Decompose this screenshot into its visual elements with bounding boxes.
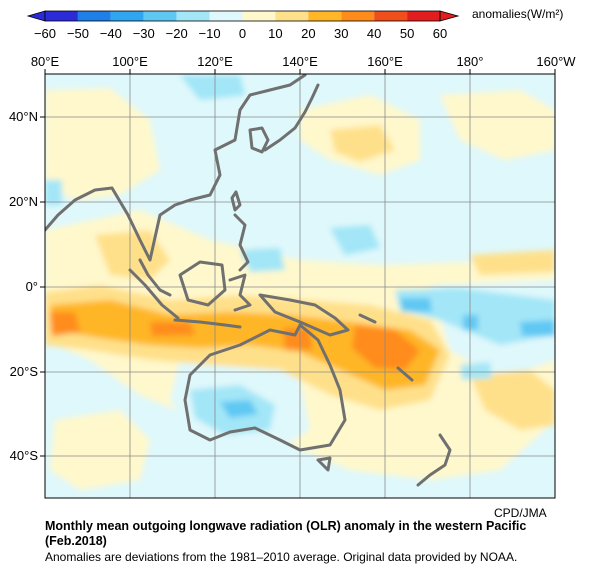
lon-label: 100°E xyxy=(112,54,148,69)
anomaly-patch xyxy=(50,300,440,390)
coast-australia xyxy=(183,323,347,452)
colorbar-tick-label: 40 xyxy=(367,26,381,41)
colorbar-tick-label: −30 xyxy=(133,26,155,41)
lon-label: 120°E xyxy=(197,54,233,69)
lat-label: 40°N xyxy=(9,109,38,124)
colorbar-units-label: anomalies(W/m²) xyxy=(472,7,563,21)
lat-label: 20°S xyxy=(10,364,39,379)
anomaly-patch xyxy=(150,322,195,336)
lon-label: 160°W xyxy=(536,54,576,69)
colorbar-tick-label: 60 xyxy=(433,26,447,41)
colorbar-cells xyxy=(26,10,460,22)
anomaly-patch xyxy=(45,88,160,200)
credit-label: CPD/JMA xyxy=(494,506,547,520)
colorbar-cell xyxy=(176,11,210,21)
anomaly-patch xyxy=(95,230,170,280)
lat-label: 0° xyxy=(26,279,38,294)
colorbar-cell xyxy=(110,11,144,21)
anomaly-patch xyxy=(220,400,258,418)
coastlines xyxy=(45,74,452,487)
coast-new-zealand xyxy=(416,433,452,487)
anomaly-patch xyxy=(45,180,62,205)
anomaly-patch xyxy=(330,125,395,162)
lat-label: 20°N xyxy=(9,194,38,209)
anomaly-patch xyxy=(400,298,432,312)
lat-label: 40°S xyxy=(10,448,39,463)
anomaly-patch xyxy=(520,320,555,336)
anomaly-patch xyxy=(50,312,80,336)
anomaly-patch xyxy=(440,90,555,160)
graticule xyxy=(45,74,555,498)
lon-label: 160°E xyxy=(367,54,403,69)
colorbar-cell xyxy=(308,11,342,21)
anomaly-patch xyxy=(180,75,245,100)
coast-tasmania xyxy=(316,456,332,472)
coast-new-caledonia xyxy=(396,366,414,382)
colorbar-tick-label: 50 xyxy=(400,26,414,41)
coast-malaysia xyxy=(138,258,172,297)
colorbar-cell xyxy=(275,11,309,21)
coast-korea xyxy=(248,126,270,154)
coast-sumatra xyxy=(128,268,180,320)
colorbar-tick-label: −10 xyxy=(199,26,221,41)
lon-label: 80°E xyxy=(31,54,60,69)
anomaly-patch xyxy=(463,315,478,330)
anomaly-patch xyxy=(50,410,150,490)
axis-ticks xyxy=(40,69,556,457)
colorbar-tick-label: −20 xyxy=(166,26,188,41)
coast-sulawesi xyxy=(228,273,252,312)
coast-solomon-islands xyxy=(358,313,377,324)
anomaly-patch xyxy=(352,325,420,370)
colorbar-arrow-low xyxy=(26,10,46,22)
colorbar-cell xyxy=(77,11,111,21)
colorbar-tick-label: 30 xyxy=(334,26,348,41)
lon-label: 140°E xyxy=(282,54,318,69)
colorbar-tick-label: −60 xyxy=(34,26,56,41)
colorbar-arrow-high xyxy=(439,10,460,22)
coast-java xyxy=(173,318,242,329)
anomaly-patch xyxy=(470,370,555,430)
colorbar-cell xyxy=(143,11,177,21)
anomaly-patch xyxy=(330,225,380,255)
anomaly-patch xyxy=(460,362,492,380)
coast-philippines xyxy=(233,213,250,272)
coast-asia xyxy=(45,74,307,262)
anomaly-patch xyxy=(470,250,555,275)
colorbar-tick-label: 10 xyxy=(268,26,282,41)
coast-new-guinea xyxy=(258,293,350,337)
colorbar-cell xyxy=(242,11,276,21)
colorbar-tick-label: 20 xyxy=(301,26,315,41)
olr-anomaly-map: 80°E 100°E 120°E 140°E 160°E 180° 160°W … xyxy=(9,54,576,499)
colorbar-cell xyxy=(374,11,408,21)
colorbar-ticks: −60 −50 −40 −30 −20 −10 0 10 20 30 40 50 60 xyxy=(34,26,447,41)
caption-title: Monthly mean outgoing longwave radiation… xyxy=(45,519,527,548)
colorbar: −60 −50 −40 −30 −20 −10 0 10 20 30 40 50 60 anomalie… xyxy=(26,7,563,41)
lon-label: 180° xyxy=(457,54,484,69)
anomaly-patch xyxy=(240,248,285,272)
coast-japan xyxy=(263,83,320,152)
colorbar-tick-label: −40 xyxy=(100,26,122,41)
caption-note: Anomalies are deviations from the 1981–2… xyxy=(45,550,518,564)
colorbar-frame xyxy=(44,10,441,22)
colorbar-tick-label: 0 xyxy=(239,26,246,41)
colorbar-cell xyxy=(407,11,440,21)
coast-borneo xyxy=(178,260,227,307)
colorbar-cell xyxy=(45,11,78,21)
colorbar-cell xyxy=(341,11,375,21)
coast-taiwan xyxy=(230,190,242,212)
colorbar-cell xyxy=(209,11,243,21)
colorbar-tick-label: −50 xyxy=(67,26,89,41)
